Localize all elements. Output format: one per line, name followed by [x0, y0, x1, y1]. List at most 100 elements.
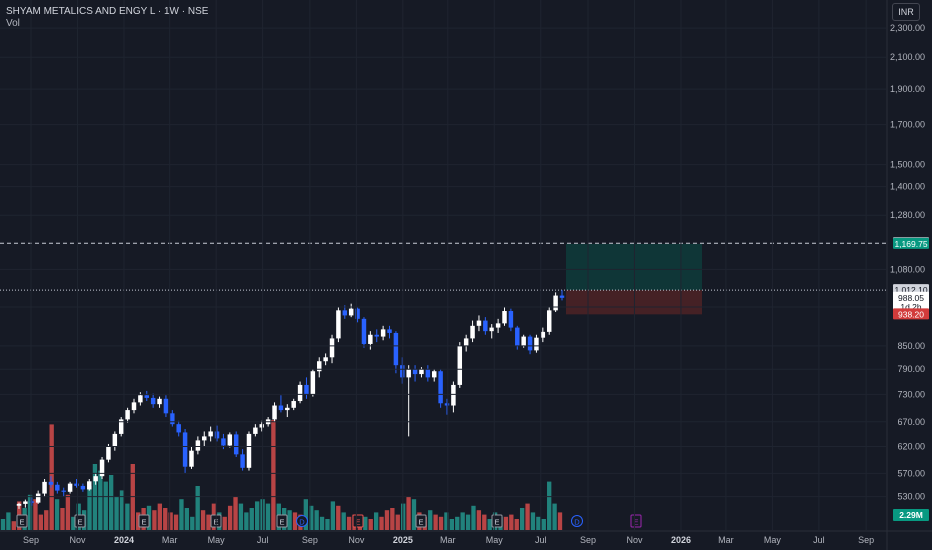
candle-body — [74, 483, 79, 486]
candle-body — [189, 450, 194, 467]
candle-body — [431, 371, 437, 378]
volume-bar — [38, 514, 44, 530]
time-tick-label: Nov — [626, 535, 643, 545]
volume-bar — [136, 512, 141, 530]
candle-body — [387, 329, 392, 333]
volume-bar — [530, 512, 536, 530]
volume-bar — [519, 508, 525, 530]
volume-bar — [255, 501, 260, 530]
currency-button[interactable]: INR — [892, 3, 920, 21]
price-lines — [0, 242, 886, 291]
candle-body — [559, 295, 565, 298]
candle-body — [144, 395, 150, 398]
candle-body — [195, 440, 201, 451]
volume-bar — [54, 499, 60, 530]
volume-bar — [44, 510, 49, 530]
volume-bar — [184, 508, 190, 530]
volume-bar — [536, 516, 541, 530]
price-tick-label: 2,300.00 — [890, 23, 925, 33]
volume-indicator-label[interactable]: Vol — [6, 18, 20, 29]
price-tick-label: 570.00 — [897, 468, 925, 478]
candle-body — [227, 434, 233, 446]
event-marker-letter: E — [633, 518, 638, 527]
candle-body — [112, 433, 118, 447]
candle-body — [463, 338, 469, 346]
volume-bar — [157, 503, 162, 530]
volume-bar — [238, 503, 244, 530]
candle-body — [515, 327, 520, 346]
candle-body — [406, 369, 411, 378]
candle-body — [310, 371, 316, 395]
time-tick-label: Nov — [69, 535, 86, 545]
volume-bar — [379, 516, 384, 530]
volume-bar — [114, 497, 119, 530]
volume-bar — [552, 503, 557, 530]
volume-bar — [33, 499, 38, 530]
candle-body — [138, 395, 143, 403]
candle-body — [553, 295, 558, 311]
candle-body — [489, 327, 494, 332]
time-tick-label: Sep — [858, 535, 874, 545]
candle-body — [317, 361, 322, 372]
candle-body — [55, 484, 60, 491]
volume-bar — [303, 499, 308, 530]
volume-bar — [11, 521, 16, 530]
grid-lines — [0, 0, 886, 530]
volume-bar — [547, 481, 552, 530]
event-marker-letter: D — [574, 518, 580, 527]
last-price-label: 988.05 — [898, 293, 924, 303]
time-tick-label: Sep — [580, 535, 596, 545]
earnings-marker — [352, 514, 364, 528]
volume-bar — [125, 503, 130, 530]
candle-body — [214, 431, 220, 439]
price-tick-label: 850.00 — [897, 341, 925, 351]
candle-body — [470, 325, 475, 339]
volume-bar — [152, 510, 157, 530]
last-price-label-bg — [893, 291, 929, 312]
symbol-title[interactable]: SHYAM METALICS AND ENGY L · 1W · NSE — [6, 6, 209, 17]
volume-bar — [195, 486, 200, 530]
candle-body — [419, 369, 424, 375]
volume-bar — [309, 505, 314, 530]
volume-bar — [487, 519, 492, 530]
volume-bar — [325, 519, 330, 530]
volume-bar — [71, 516, 76, 530]
volume-bar — [363, 516, 368, 530]
volume-bar — [395, 514, 400, 530]
candle-body — [23, 501, 28, 504]
volume-bar — [449, 519, 455, 530]
earnings-marker — [276, 514, 288, 528]
candle-body — [495, 323, 501, 328]
time-tick-label: Jul — [813, 535, 825, 545]
candle-body — [278, 405, 284, 411]
target-price-label-bg — [893, 237, 929, 249]
candle-body — [259, 424, 264, 428]
volume-bar — [98, 470, 103, 530]
price-tick-label: 2,100.00 — [890, 52, 925, 62]
candle-body — [323, 357, 328, 362]
volume-bar — [514, 519, 519, 530]
event-marker-letter: E — [279, 518, 284, 527]
price-tick-label: 1,400.00 — [890, 182, 925, 192]
candle-body — [451, 384, 456, 406]
event-marker-letter: E — [494, 518, 499, 527]
time-tick-label: Mar — [162, 535, 178, 545]
volume-bar — [541, 519, 546, 530]
time-tick-label: May — [208, 535, 226, 545]
event-marker-letter: E — [77, 518, 82, 527]
candle-body — [99, 459, 105, 477]
volume-bar — [406, 497, 411, 530]
candle-body — [355, 308, 360, 319]
volume-bar — [179, 499, 184, 530]
volume-bar — [200, 510, 206, 530]
volume-bars — [0, 420, 563, 530]
candle-body — [483, 320, 488, 332]
time-axis[interactable]: Sep Nov 2024 Mar May Jul Sep Nov 2025 Mar May Jul Se… — [0, 530, 932, 545]
candle-body — [202, 436, 207, 441]
price-tick-label: 1,900.00 — [890, 84, 925, 94]
candle-body — [329, 338, 335, 358]
time-tick-label: Mar — [718, 535, 734, 545]
